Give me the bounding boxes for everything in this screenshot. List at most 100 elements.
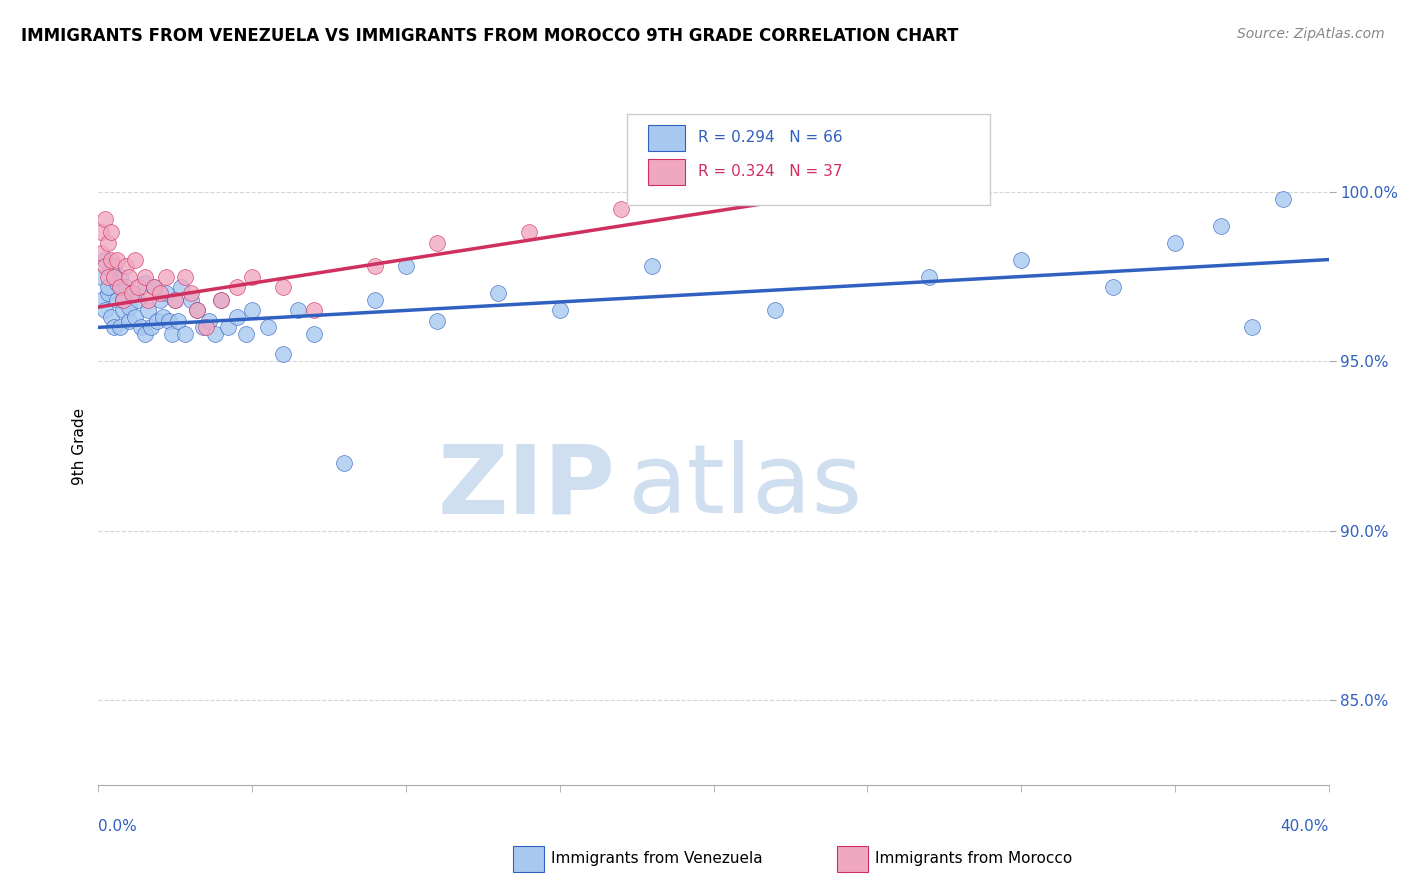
Point xyxy=(180,286,202,301)
Point xyxy=(426,313,449,327)
Point xyxy=(1010,252,1032,267)
Point xyxy=(103,269,125,284)
Point xyxy=(302,303,325,318)
Point xyxy=(211,293,233,308)
Point xyxy=(1209,219,1232,233)
Text: ZIP: ZIP xyxy=(437,440,616,533)
Point xyxy=(517,226,540,240)
Point xyxy=(165,293,187,308)
Point xyxy=(90,245,112,260)
Point xyxy=(170,279,193,293)
Point xyxy=(180,293,202,308)
Point xyxy=(124,252,146,267)
Point xyxy=(118,269,141,284)
FancyBboxPatch shape xyxy=(648,160,685,185)
Point xyxy=(97,235,120,250)
Point xyxy=(548,303,571,318)
Point xyxy=(136,303,159,318)
Point xyxy=(1164,235,1187,250)
Point xyxy=(97,279,120,293)
FancyBboxPatch shape xyxy=(627,114,990,205)
Point xyxy=(763,303,786,318)
Point xyxy=(271,279,294,293)
Point xyxy=(486,286,509,301)
Point xyxy=(256,320,278,334)
Text: Immigrants from Morocco: Immigrants from Morocco xyxy=(875,852,1071,866)
Point xyxy=(155,269,177,284)
FancyBboxPatch shape xyxy=(648,126,685,151)
Text: 40.0%: 40.0% xyxy=(1281,820,1329,834)
Point xyxy=(302,327,325,342)
Point xyxy=(105,277,128,291)
Point xyxy=(918,269,941,284)
Point xyxy=(124,310,146,325)
Point xyxy=(225,310,247,325)
Point xyxy=(127,279,149,293)
Point xyxy=(165,293,187,308)
Point xyxy=(1240,320,1263,334)
Point xyxy=(105,252,128,267)
Point xyxy=(115,279,138,293)
Point xyxy=(426,235,449,250)
Text: R = 0.324   N = 37: R = 0.324 N = 37 xyxy=(697,164,842,179)
Point xyxy=(105,293,128,308)
Point xyxy=(173,269,195,284)
Point xyxy=(108,279,131,293)
Text: atlas: atlas xyxy=(627,440,862,533)
Point xyxy=(90,226,112,240)
Point xyxy=(134,327,156,342)
Point xyxy=(93,303,115,318)
Point xyxy=(97,286,120,301)
Point xyxy=(93,260,115,274)
Point xyxy=(364,260,387,274)
Point xyxy=(136,293,159,308)
Point xyxy=(131,320,153,334)
Point xyxy=(162,327,183,342)
Point xyxy=(112,293,135,308)
Point xyxy=(139,320,162,334)
Point xyxy=(217,320,239,334)
Point xyxy=(112,293,135,308)
Point xyxy=(127,293,149,308)
Point xyxy=(146,313,169,327)
Text: Source: ZipAtlas.com: Source: ZipAtlas.com xyxy=(1237,27,1385,41)
Point xyxy=(90,293,112,308)
Point xyxy=(191,320,214,334)
Point xyxy=(1271,192,1294,206)
Point xyxy=(93,211,115,226)
Text: IMMIGRANTS FROM VENEZUELA VS IMMIGRANTS FROM MOROCCO 9TH GRADE CORRELATION CHART: IMMIGRANTS FROM VENEZUELA VS IMMIGRANTS … xyxy=(21,27,959,45)
Point xyxy=(240,269,263,284)
Point xyxy=(240,303,263,318)
Point xyxy=(271,347,294,361)
Point xyxy=(364,293,387,308)
Point xyxy=(610,202,633,216)
Point xyxy=(225,279,247,293)
Point xyxy=(235,327,257,342)
Point xyxy=(641,260,664,274)
Y-axis label: 9th Grade: 9th Grade xyxy=(72,408,87,484)
Text: Immigrants from Venezuela: Immigrants from Venezuela xyxy=(551,852,763,866)
Point xyxy=(149,286,172,301)
Point xyxy=(287,303,309,318)
Text: 0.0%: 0.0% xyxy=(98,820,138,834)
Point xyxy=(108,269,131,284)
Text: R = 0.294   N = 66: R = 0.294 N = 66 xyxy=(697,130,842,145)
Point xyxy=(115,260,138,274)
Point xyxy=(142,279,165,293)
Point xyxy=(118,313,141,327)
Point xyxy=(103,260,125,274)
Point xyxy=(157,313,180,327)
Point xyxy=(134,269,156,284)
Point xyxy=(195,320,218,334)
Point xyxy=(167,313,190,327)
Point xyxy=(204,327,226,342)
Point xyxy=(90,269,112,284)
Point xyxy=(173,327,195,342)
Point xyxy=(108,320,131,334)
Point xyxy=(100,310,122,325)
Point xyxy=(155,286,177,301)
Point xyxy=(186,303,208,318)
Point xyxy=(118,300,141,314)
Point xyxy=(395,260,418,274)
Point xyxy=(93,252,115,267)
